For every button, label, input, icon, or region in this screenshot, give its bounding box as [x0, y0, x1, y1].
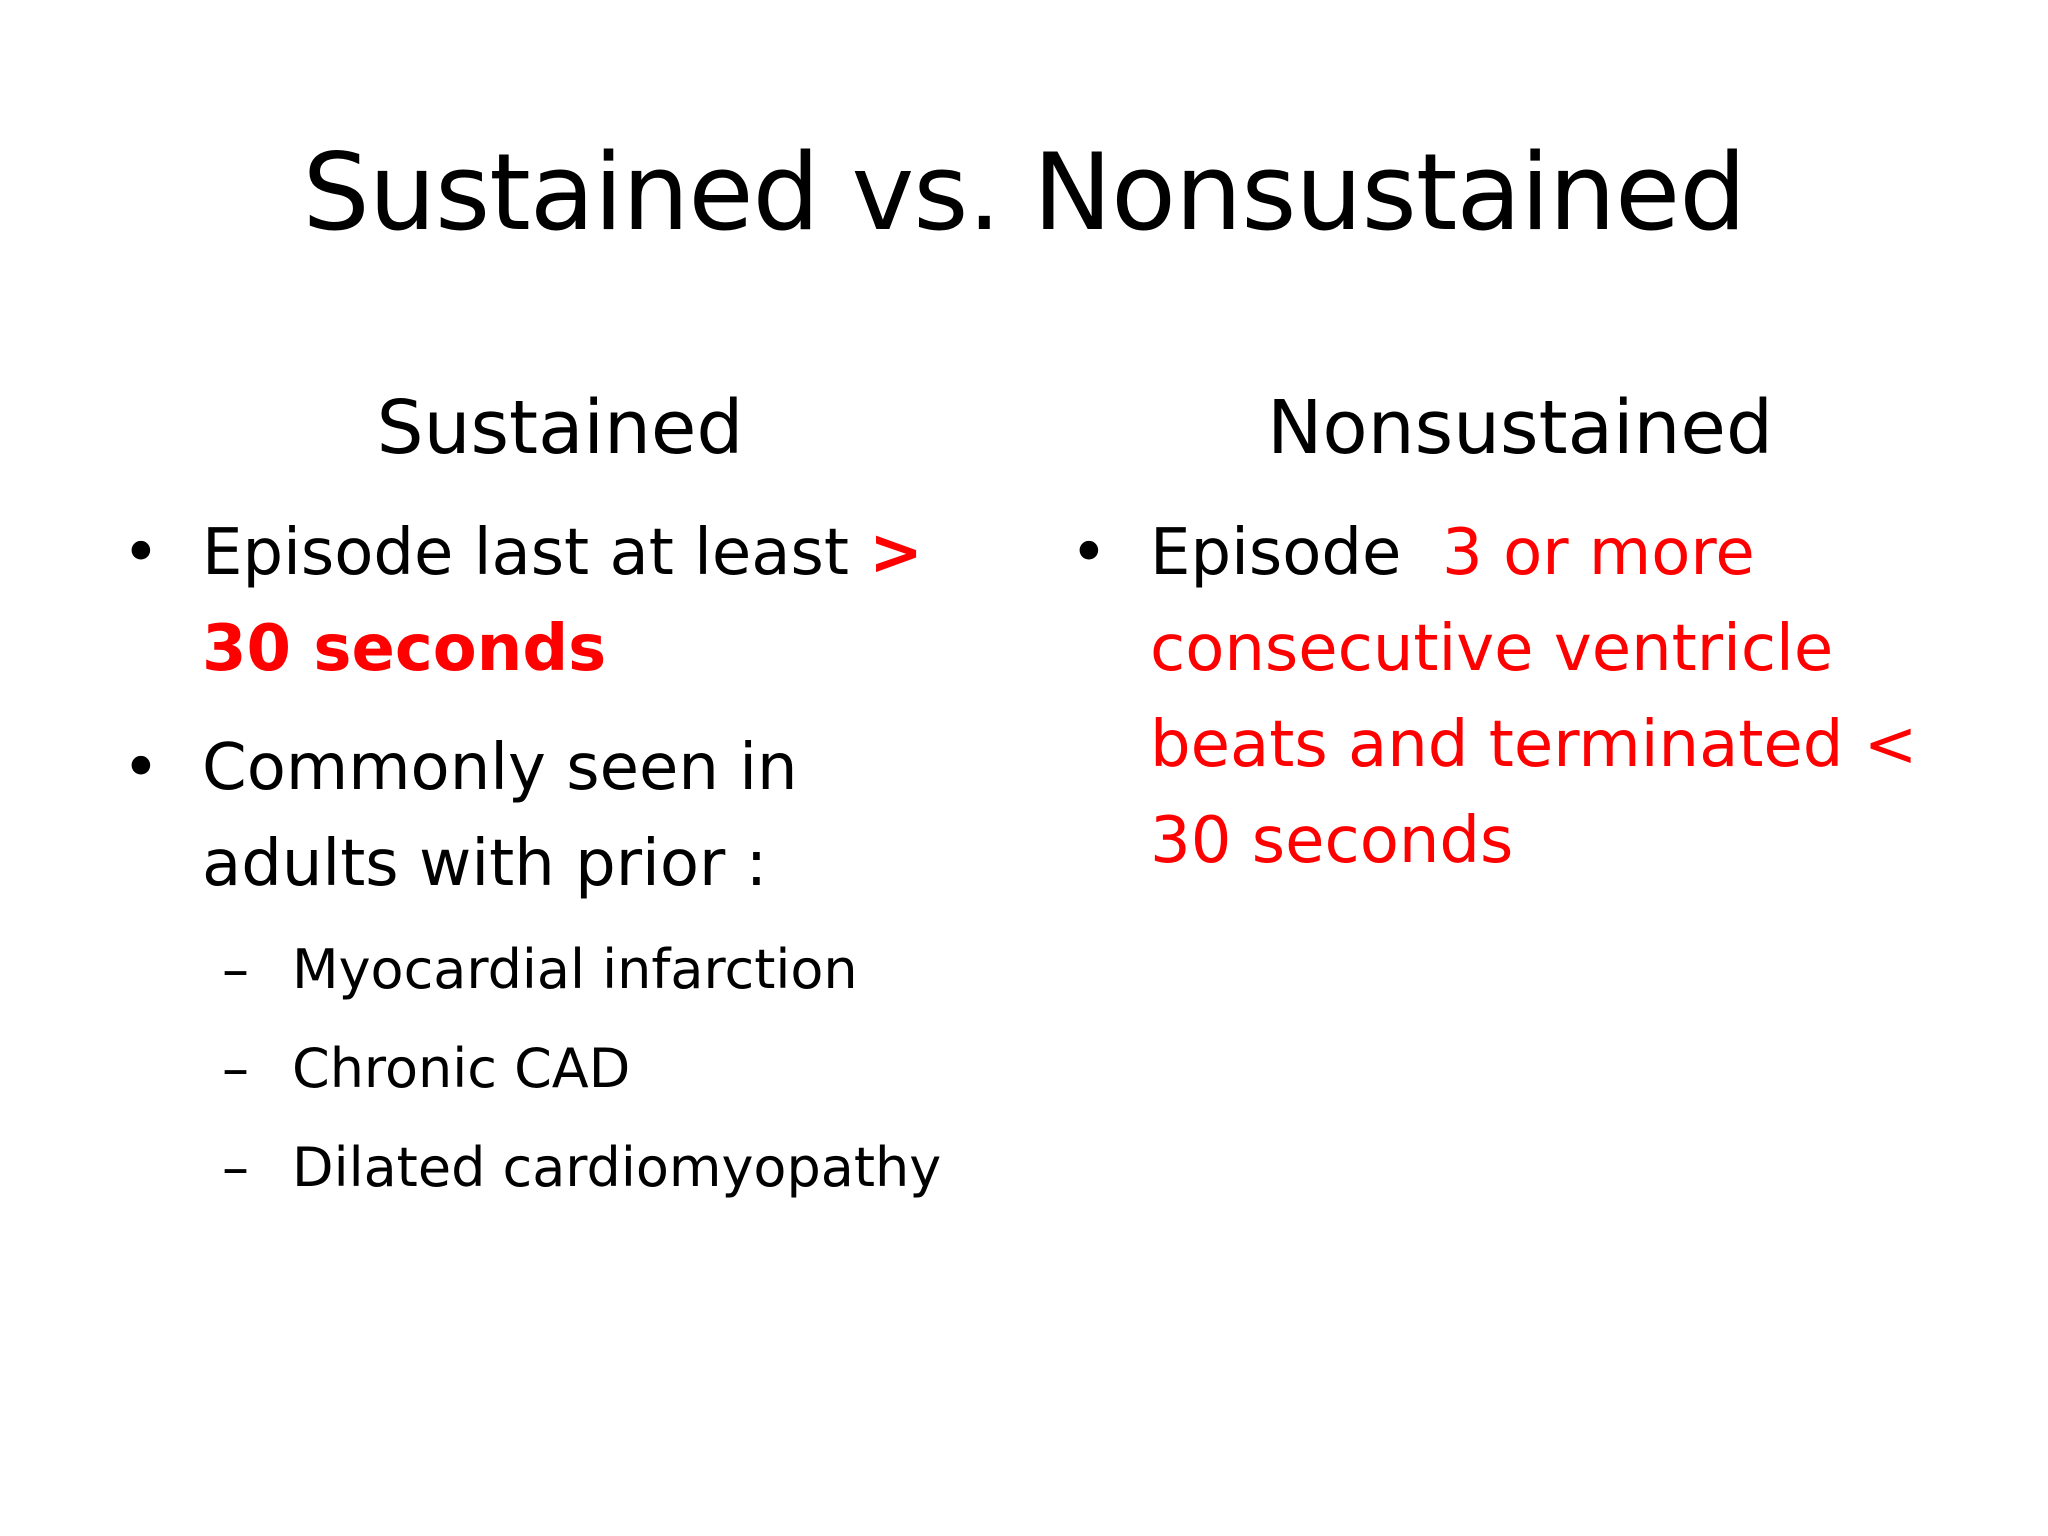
- bullet-marker: •: [122, 731, 160, 805]
- dash-marker: –: [222, 1136, 249, 1199]
- subitem-chronic-cad: Chronic CAD: [292, 1037, 631, 1100]
- subitem-dilated-cardiomyopathy: Dilated cardiomyopathy: [292, 1136, 942, 1199]
- nonsustained-bullet-1-line-3: beats and terminated <: [1150, 708, 1918, 782]
- sustained-bullet-1-line-2: 30 seconds: [202, 612, 607, 686]
- nonsustained-bullet-1-text: Episode: [1150, 516, 1443, 590]
- nonsustained-bullet-1-line-4: 30 seconds: [1150, 804, 1514, 878]
- sustained-bullet-1-text: Episode last at least: [202, 516, 870, 590]
- bullet-marker: •: [122, 516, 160, 590]
- nonsustained-bullet-1-line-1: Episode 3 or more: [1150, 505, 1755, 601]
- slide-title: Sustained vs. Nonsustained: [302, 131, 1747, 254]
- nonsustained-bullet-1-emphasis: 3 or more: [1442, 516, 1755, 590]
- sustained-bullet-1-line-1: Episode last at least >: [202, 505, 923, 601]
- dash-marker: –: [222, 1037, 249, 1100]
- nonsustained-heading: Nonsustained: [1267, 385, 1773, 471]
- sustained-heading: Sustained: [376, 385, 744, 471]
- bullet-marker: •: [1070, 516, 1108, 590]
- sustained-bullet-2-line-1: Commonly seen in: [202, 731, 798, 805]
- sustained-bullet-2-line-2: adults with prior :: [202, 827, 768, 901]
- sustained-bullet-1-emphasis: >: [869, 516, 923, 590]
- dash-marker: –: [222, 938, 249, 1001]
- nonsustained-bullet-1-line-2: consecutive ventricle: [1150, 612, 1834, 686]
- subitem-myocardial-infarction: Myocardial infarction: [292, 938, 858, 1001]
